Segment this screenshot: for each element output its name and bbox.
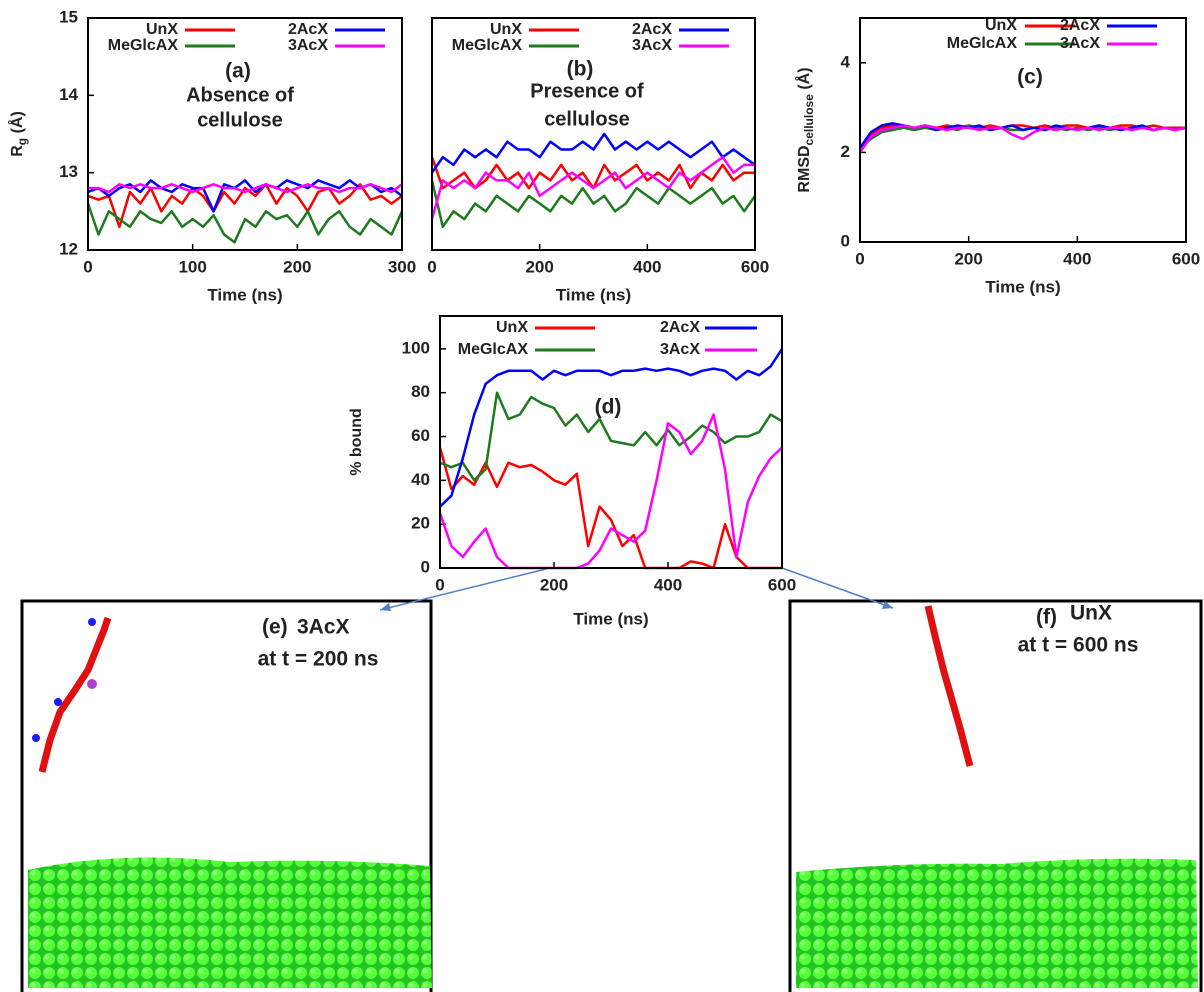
panel-label: (c) <box>1017 66 1043 89</box>
x-tick-label: 600 <box>1172 249 1200 268</box>
legend-label: UnX <box>490 21 522 38</box>
y-tick-label: 15 <box>59 7 78 26</box>
legend-label: 3AcX <box>632 37 672 54</box>
molecule <box>42 618 108 772</box>
x-tick-label: 600 <box>768 575 796 594</box>
legend-label: 3AcX <box>660 341 700 358</box>
y-tick-label: 0 <box>841 231 850 250</box>
cellulose <box>28 858 432 989</box>
panel-label: (b) <box>567 58 594 81</box>
y-axis-label-part: R <box>9 145 26 157</box>
legend-label: 3AcX <box>288 37 328 54</box>
panel-title: 3AcX <box>297 616 350 639</box>
acetyl <box>32 734 40 742</box>
legend-label: MeGlcAX <box>947 35 1018 52</box>
y-axis-label: % bound <box>348 408 365 476</box>
y-tick-label: 0 <box>421 557 430 576</box>
y-axis-label-part: cellulose <box>802 94 816 146</box>
x-tick-label: 100 <box>178 257 206 276</box>
legend-label: 2AcX <box>660 319 700 336</box>
y-axis-label-part: (Å) <box>794 67 813 94</box>
x-axis-label: Time (ns) <box>573 609 648 628</box>
x-tick-label: 400 <box>654 575 682 594</box>
x-axis-label: Time (ns) <box>985 277 1060 296</box>
legend-label: 3AcX <box>1060 35 1100 52</box>
panel-label: (d) <box>595 396 622 419</box>
annotation: cellulose <box>544 108 630 130</box>
x-tick-label: 200 <box>540 575 568 594</box>
series-line <box>432 157 755 219</box>
y-axis-label-part: (Å) <box>7 111 26 138</box>
legend-label: 2AcX <box>1060 17 1100 34</box>
y-tick-label: 40 <box>411 470 430 489</box>
panel-label: (e) <box>262 616 288 639</box>
acetyl <box>54 698 62 706</box>
acetyl <box>87 679 97 689</box>
x-tick-label: 400 <box>633 257 661 276</box>
pointer-arrow <box>380 568 550 610</box>
x-tick-label: 200 <box>283 257 311 276</box>
x-axis-label: Time (ns) <box>556 285 631 304</box>
series-line <box>88 204 402 243</box>
panel-title: UnX <box>1070 602 1112 625</box>
legend-label: 2AcX <box>632 21 672 38</box>
panel-label: (a) <box>225 60 251 83</box>
panel-subtitle: at t = 600 ns <box>1018 634 1139 657</box>
y-axis-label: RMSDcellulose (Å) <box>794 67 816 192</box>
x-tick-label: 0 <box>427 257 436 276</box>
series-line <box>432 134 755 173</box>
legend-label: UnX <box>146 21 178 38</box>
panel-subtitle: at t = 200 ns <box>258 648 379 671</box>
y-axis-label-part: % bound <box>348 408 365 476</box>
y-axis-label: Rg (Å) <box>7 111 29 157</box>
y-tick-label: 12 <box>59 239 78 258</box>
x-tick-label: 600 <box>741 257 769 276</box>
x-tick-label: 0 <box>855 249 864 268</box>
y-tick-label: 2 <box>841 142 850 161</box>
annotation: Presence of <box>530 80 644 102</box>
x-tick-label: 200 <box>954 249 982 268</box>
cellulose <box>796 859 1198 988</box>
x-tick-label: 200 <box>525 257 553 276</box>
x-tick-label: 300 <box>388 257 416 276</box>
acetyl <box>88 618 96 626</box>
arrow-head <box>380 603 391 611</box>
legend-label: UnX <box>496 319 528 336</box>
legend-label: 2AcX <box>288 21 328 38</box>
annotation: Absence of <box>186 84 294 106</box>
legend-label: MeGlcAX <box>458 341 529 358</box>
y-tick-label: 100 <box>402 338 430 357</box>
panel-f <box>790 601 1201 992</box>
panel-label: (f) <box>1036 606 1057 629</box>
y-tick-label: 20 <box>411 514 430 533</box>
x-axis-label: Time (ns) <box>207 285 282 304</box>
legend-label: MeGlcAX <box>452 37 523 54</box>
x-tick-label: 400 <box>1063 249 1091 268</box>
y-tick-label: 60 <box>411 426 430 445</box>
molecule <box>928 606 970 766</box>
y-tick-label: 4 <box>841 52 851 71</box>
y-tick-label: 13 <box>59 162 78 181</box>
legend-label: UnX <box>985 17 1017 34</box>
y-axis-label-part: g <box>15 138 29 145</box>
y-tick-label: 80 <box>411 382 430 401</box>
y-tick-label: 14 <box>59 85 78 104</box>
x-tick-label: 0 <box>83 257 92 276</box>
figure: (e) 3AcX at t = 200 ns (f) UnX at t = 60… <box>0 0 1204 992</box>
series-line <box>432 157 755 188</box>
legend-label: MeGlcAX <box>108 37 179 54</box>
annotation: cellulose <box>197 109 283 131</box>
x-tick-label: 0 <box>435 575 444 594</box>
y-axis-label-part: RMSD <box>796 145 813 192</box>
